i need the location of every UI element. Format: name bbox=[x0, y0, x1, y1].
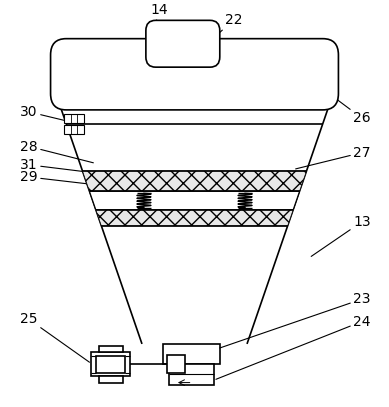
Polygon shape bbox=[54, 90, 335, 344]
Text: 13: 13 bbox=[311, 215, 371, 256]
Text: 30: 30 bbox=[21, 105, 68, 121]
Polygon shape bbox=[64, 114, 84, 123]
Text: 27: 27 bbox=[296, 146, 370, 169]
Polygon shape bbox=[96, 356, 125, 373]
Text: 25: 25 bbox=[21, 313, 89, 362]
Text: 29: 29 bbox=[20, 170, 117, 187]
Text: 23: 23 bbox=[220, 292, 370, 348]
Text: 26: 26 bbox=[335, 98, 371, 125]
Polygon shape bbox=[91, 352, 130, 376]
Text: 28: 28 bbox=[20, 140, 93, 163]
Polygon shape bbox=[96, 210, 293, 226]
Polygon shape bbox=[82, 171, 307, 191]
Text: 31: 31 bbox=[20, 158, 95, 173]
Polygon shape bbox=[169, 364, 214, 385]
Polygon shape bbox=[99, 346, 123, 352]
Text: 14: 14 bbox=[138, 3, 168, 83]
Text: 24: 24 bbox=[216, 315, 370, 379]
FancyBboxPatch shape bbox=[51, 39, 338, 110]
Polygon shape bbox=[64, 125, 84, 134]
Polygon shape bbox=[89, 191, 300, 210]
Polygon shape bbox=[167, 355, 185, 373]
Polygon shape bbox=[163, 344, 220, 364]
Polygon shape bbox=[99, 376, 123, 383]
FancyBboxPatch shape bbox=[146, 20, 220, 67]
Text: 22: 22 bbox=[208, 13, 242, 43]
